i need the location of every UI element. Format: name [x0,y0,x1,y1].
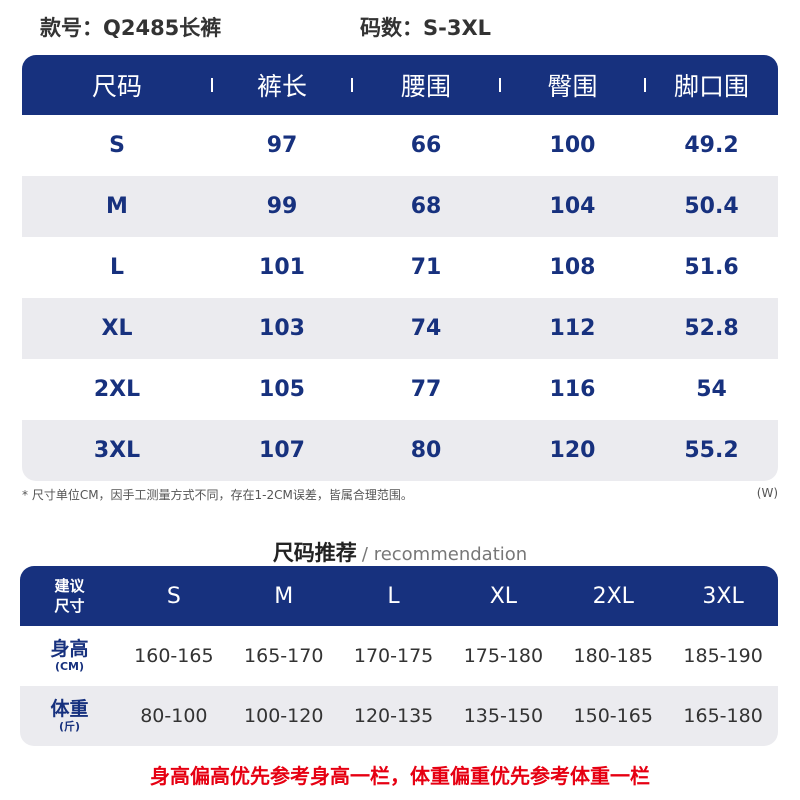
weight-cell: 135-150 [463,705,544,727]
cell-waist: 66 [410,133,442,158]
header-divider [499,78,501,92]
weight-label-text: 体重 [50,698,89,720]
cell-hip: 116 [549,377,596,402]
rec-size-3xl: 3XL [702,583,744,609]
rec-size-2xl: 2XL [592,583,634,609]
weight-row: 体重 (斤) 80-100 100-120 120-135 135-150 15… [20,686,778,746]
cell-length: 105 [259,377,305,402]
cell-waist: 74 [410,316,442,341]
weight-cell: 80-100 [140,705,208,727]
header-divider [211,78,213,92]
cell-length: 103 [259,316,305,341]
cell-hip: 108 [549,255,596,280]
size-range-label: 码数：S-3XL [360,16,492,40]
recommendation-title: 尺码推荐 / recommendation [0,537,800,567]
footer-note: 身高偏高优先参考身高一栏，体重偏重优先参考体重一栏 [150,764,650,788]
header-leg-opening: 脚口围 [673,72,749,101]
header-length: 裤长 [256,72,307,101]
cell-size: 2XL [93,377,141,402]
recommendation-table: 建议 尺寸 S M L XL 2XL 3XL 身高 (CM) 160-165 1… [20,566,778,746]
cell-leg-opening: 52.8 [684,316,739,341]
weight-cell: 150-165 [573,705,653,727]
cell-hip: 104 [549,194,596,219]
height-cell: 170-175 [353,645,434,667]
cell-leg-opening: 49.2 [684,133,739,158]
note-unit: (W) [756,486,778,500]
table-row: 3XL 107 80 120 55.2 [22,420,778,481]
table-row: L 101 71 108 51.6 [22,237,778,298]
cell-size: 3XL [93,438,141,463]
size-table-header: 尺码 裤长 腰围 臀围 脚口围 [22,55,778,115]
cell-size: XL [101,316,133,341]
height-cell: 180-185 [573,645,653,667]
height-label-text: 身高 [50,638,89,660]
recommendation-header: 建议 尺寸 S M L XL 2XL 3XL [20,566,778,626]
suggested-size-line2: 尺寸 [54,597,85,615]
cell-length: 107 [259,438,305,463]
cell-waist: 71 [410,255,442,280]
height-cell: 165-170 [244,645,324,667]
cell-hip: 112 [549,316,596,341]
header-divider [644,78,646,92]
cell-size: L [109,255,125,280]
header-waist: 腰围 [400,72,451,101]
cell-length: 99 [266,194,298,219]
cell-size: M [106,194,128,219]
cell-length: 101 [259,255,305,280]
size-table: 尺码 裤长 腰围 臀围 脚口围 S 97 66 100 49.2 M 99 68… [22,55,778,481]
weight-cell: 165-180 [683,705,763,727]
cell-waist: 77 [410,377,442,402]
cell-hip: 120 [549,438,596,463]
weight-cell: 120-135 [353,705,434,727]
cell-hip: 100 [549,133,596,158]
style-number-label: 款号：Q2485长裤 [40,16,222,40]
cell-leg-opening: 55.2 [684,438,739,463]
height-cell: 160-165 [134,645,214,667]
cell-leg-opening: 51.6 [684,255,739,280]
weight-unit: (斤) [58,720,80,733]
rec-size-m: M [274,583,294,609]
header-hip: 臀围 [547,72,598,101]
height-label: 身高 (CM) [20,638,119,674]
height-row: 身高 (CM) 160-165 165-170 170-175 175-180 … [20,626,778,686]
cell-waist: 68 [410,194,442,219]
height-cell: 185-190 [683,645,763,667]
table-row: XL 103 74 112 52.8 [22,298,778,359]
rec-size-l: L [387,583,400,609]
height-cell: 175-180 [463,645,544,667]
cell-length: 97 [266,133,298,158]
table-row: 2XL 105 77 116 54 [22,359,778,420]
weight-cell: 100-120 [244,705,324,727]
recommendation-title-cn: 尺码推荐 [272,541,357,565]
recommendation-title-en: / recommendation [361,544,528,565]
rec-size-xl: XL [489,583,518,609]
header-size: 尺码 [91,72,142,101]
cell-size: S [109,133,125,158]
cell-leg-opening: 50.4 [684,194,739,219]
cell-leg-opening: 54 [696,377,727,402]
header-divider [351,78,353,92]
table-row: S 97 66 100 49.2 [22,115,778,176]
suggested-size-line1: 建议 [54,577,85,595]
suggested-size-label: 建议 尺寸 [20,576,119,616]
weight-label: 体重 (斤) [20,698,119,734]
measurement-note: * 尺寸单位CM，因手工测量方式不同，存在1-2CM误差，皆属合理范围。 [22,488,413,502]
rec-size-s: S [166,583,181,609]
height-unit: (CM) [54,660,85,673]
table-row: M 99 68 104 50.4 [22,176,778,237]
cell-waist: 80 [410,438,442,463]
